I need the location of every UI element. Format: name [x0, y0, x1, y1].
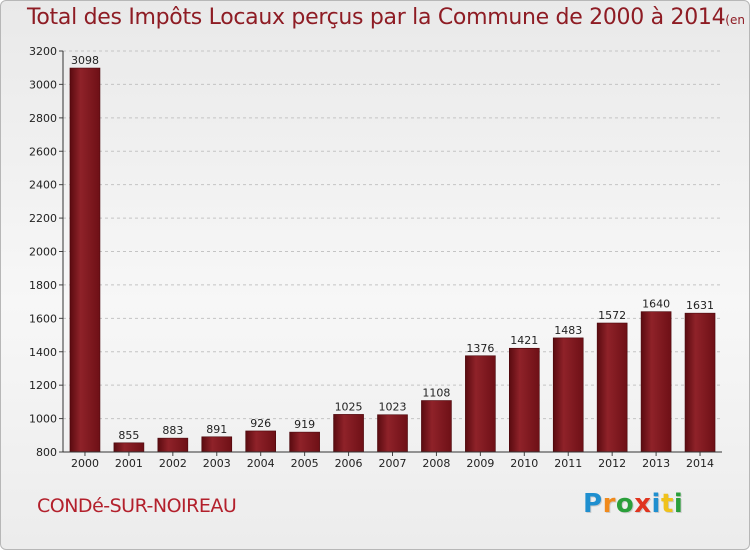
commune-name: CONDé-SUR-NOIREAU: [37, 495, 237, 517]
x-tick-label: 2000: [71, 457, 99, 470]
x-tick-label: 2006: [335, 457, 363, 470]
x-tick-label: 2013: [642, 457, 670, 470]
x-tick-label: 2014: [686, 457, 714, 470]
x-tick-label: 2003: [203, 457, 231, 470]
bar-value-label: 1421: [510, 334, 538, 347]
bar-value-label: 1376: [466, 342, 494, 355]
x-tick-label: 2002: [159, 457, 187, 470]
title-main: Total des Impôts Locaux perçus par la Co…: [27, 5, 726, 30]
bar: [113, 442, 145, 453]
x-tick-label: 2011: [554, 457, 582, 470]
y-tick-label: 2200: [29, 212, 57, 225]
bar: [421, 400, 452, 453]
bar: [684, 312, 716, 453]
bar-value-label: 883: [162, 424, 183, 437]
bar-value-label: 1631: [686, 299, 714, 312]
y-tick-label: 2800: [29, 112, 57, 125]
bar-value-label: 926: [250, 417, 271, 430]
bar: [640, 311, 672, 453]
bar-value-label: 919: [294, 418, 315, 431]
bar-value-label: 1025: [335, 400, 363, 413]
x-tick-label: 2004: [247, 457, 275, 470]
y-tick-label: 1600: [29, 312, 57, 325]
x-tick-label: 2009: [466, 457, 494, 470]
title-unit: (en milliers d'€): [725, 13, 749, 27]
bar-value-label: 891: [206, 423, 227, 436]
bar: [552, 337, 584, 453]
bar: [508, 347, 540, 453]
bar-value-label: 1483: [554, 324, 582, 337]
y-tick-label: 1800: [29, 279, 57, 292]
x-tick-label: 2007: [379, 457, 407, 470]
bar-value-label: 3098: [71, 54, 99, 67]
bar: [596, 322, 628, 453]
y-tick-label: 1200: [29, 379, 57, 392]
bar: [201, 436, 233, 453]
x-tick-label: 2012: [598, 457, 626, 470]
bar-value-label: 1572: [598, 309, 626, 322]
bar: [157, 437, 189, 453]
y-tick-label: 1000: [29, 413, 57, 426]
bar-value-label: 1023: [379, 401, 407, 414]
y-tick-label: 3000: [29, 78, 57, 91]
x-tick-label: 2005: [291, 457, 319, 470]
chart-title: Total des Impôts Locaux perçus par la Co…: [27, 5, 749, 30]
y-tick-label: 2600: [29, 145, 57, 158]
y-tick-label: 3200: [29, 45, 57, 58]
bar-value-label: 1108: [422, 387, 450, 400]
y-tick-label: 1400: [29, 346, 57, 359]
bar: [377, 414, 408, 453]
x-tick-label: 2010: [510, 457, 538, 470]
y-tick-label: 2400: [29, 179, 57, 192]
bar: [69, 67, 101, 453]
bar: [333, 414, 364, 453]
bar: [465, 355, 496, 453]
y-tick-label: 2000: [29, 246, 57, 259]
x-tick-label: 2008: [422, 457, 450, 470]
bar: [289, 431, 320, 453]
bar: [245, 430, 276, 453]
proxiti-logo: Proxiti: [583, 489, 684, 519]
y-tick-label: 800: [36, 446, 57, 459]
bar-value-label: 855: [118, 429, 139, 442]
x-tick-label: 2001: [115, 457, 143, 470]
bar-value-label: 1640: [642, 298, 670, 311]
